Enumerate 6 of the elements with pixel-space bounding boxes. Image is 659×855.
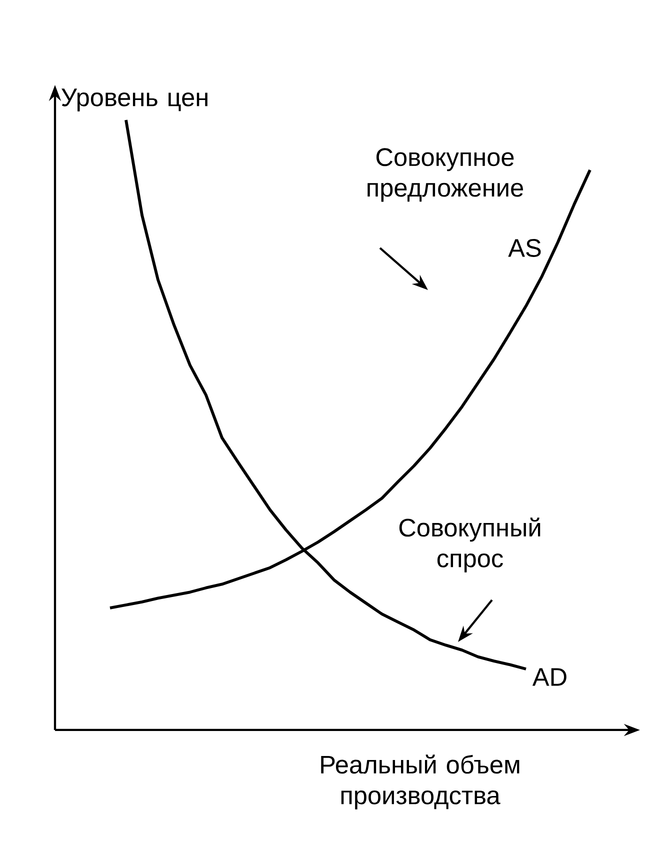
x-axis-title: Реальный объем производства [321,754,520,810]
series-label: AS [508,239,541,257]
y-axis-title: Уровень цен [62,88,208,112]
annotation: Совокупное предложение [368,148,524,202]
series-label: AD [532,668,566,686]
annotation: Совокупный спрос [399,518,540,572]
